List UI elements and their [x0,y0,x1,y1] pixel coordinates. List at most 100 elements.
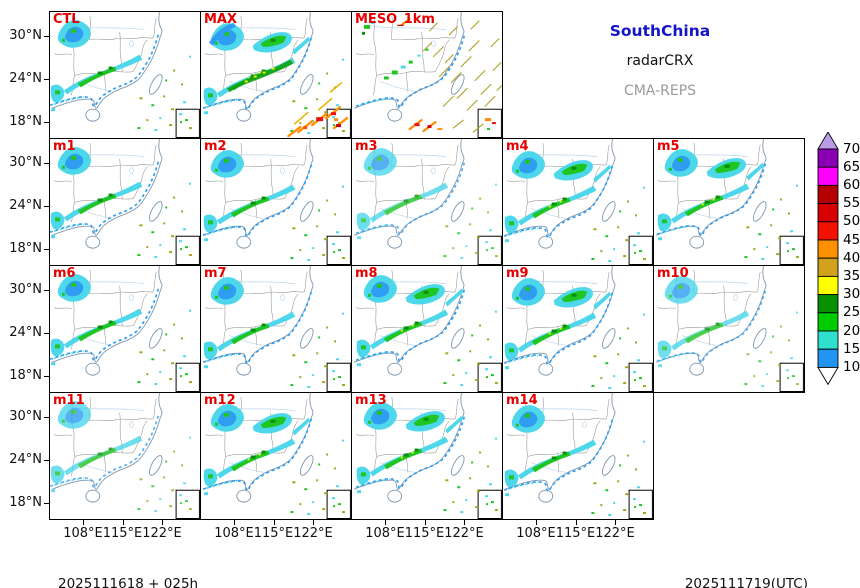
x-tick-mark [536,520,538,525]
panel-inset-box [175,362,200,392]
panel-inset-box [175,235,200,265]
panel-map-canvas [202,266,351,392]
y-tick-mark [44,79,49,81]
y-tick-mark [44,460,49,462]
colorbar-scale [817,132,839,386]
x-tick-label: 115°E [253,526,294,541]
map-panel-m8: m8 [351,265,503,393]
region-label: SouthChina [609,22,711,40]
init-time-line-1: 2025111618 + 025h [58,576,199,588]
y-tick-mark [44,122,49,124]
x-tick-label: 108°E [63,526,103,541]
map-panel-m7: m7 [200,265,352,393]
x-tick-mark [122,520,124,525]
x-tick-mark [162,520,164,525]
panel-inset-box [477,235,502,265]
colorbar-tick-label: 15 [843,340,860,357]
panel-label: m3 [355,139,378,154]
radar-echoes [356,402,498,513]
panel-inset-box [175,108,200,138]
colorbar-cell [817,275,839,296]
init-time-block: 2025111618 + 025h 2025111702 + 025h [58,546,198,588]
y-tick-mark [44,376,49,378]
colorbar-cell [817,257,839,277]
panel-label: m1 [53,139,76,154]
panel-map-canvas [655,266,804,392]
colorbar-tick-label: 35 [843,267,860,284]
map-panel-meso_1km: MESO_1km [351,11,503,139]
panel-map-canvas [201,12,351,138]
x-tick-label: 115°E [404,526,445,541]
y-tick-label: 30°N [9,282,42,297]
x-tick-label: 122°E [293,526,333,541]
panel-label: m8 [355,266,378,281]
colorbar-tick-label: 20 [843,322,860,339]
panel-label: m11 [53,393,85,408]
colorbar-cell [817,330,839,350]
colorbar-tick-label: 40 [843,249,860,266]
x-tick-label: 115°E [555,526,596,541]
panel-map-canvas [353,12,502,138]
map-panel-m1: m1 [49,138,201,266]
x-tick-label: 115°E [102,526,143,541]
radar-echoes [504,278,646,389]
radar-echoes [203,277,345,388]
x-tick-mark [273,520,275,525]
colorbar-cell [817,294,839,314]
panel-label: m7 [204,266,227,281]
y-tick-mark [44,249,49,251]
x-tick-mark [615,520,617,525]
colorbar-tick-label: 60 [843,176,860,193]
colorbar-cell [817,166,839,186]
panel-map-canvas [50,12,200,138]
panel-map-canvas [655,139,804,265]
radar-echoes [50,401,192,512]
panel-label: m2 [204,139,227,154]
y-tick-label: 24°N [9,198,42,213]
panel-inset-box [779,235,804,265]
colorbar-cell [817,312,839,332]
panel-label: MAX [204,12,238,27]
y-tick-label: 30°N [9,409,42,424]
x-tick-mark [424,520,426,525]
colorbar-cell [817,148,839,168]
panel-label: m5 [657,139,680,154]
panel-map-canvas [503,393,653,519]
y-tick-label: 24°N [9,452,42,467]
panel-map-canvas [503,139,653,265]
panel-map-canvas [503,266,653,392]
model-label: CMA-REPS [623,83,697,99]
colorbar-cell [817,184,839,205]
panel-label: m6 [53,266,76,281]
map-panel-m2: m2 [200,138,352,266]
panel-inset-box [477,108,502,138]
colorbar-cell [817,221,839,241]
radar-echoes [50,274,192,385]
colorbar-tick-label: 55 [843,195,860,212]
y-tick-label: 18°N [9,241,42,256]
valid-time-block: 2025111719(UTC) 2025111803(CST) [600,546,808,588]
colorbar-tick-label: 50 [843,213,860,230]
panel-label: m4 [506,139,529,154]
x-tick-label: 122°E [142,526,182,541]
panel-label: m13 [355,393,387,408]
colorbar-tick-label: 10 [843,358,860,375]
radar-echoes [504,405,646,516]
map-panel-max: MAX [200,11,352,139]
panel-map-canvas [50,393,200,519]
colorbar-tick-label: 30 [843,286,860,303]
panel-map-canvas [202,393,351,519]
y-tick-label: 18°N [9,368,42,383]
y-tick-mark [44,36,49,38]
panel-label: m14 [506,393,538,408]
y-tick-label: 18°N [9,114,42,129]
x-tick-label: 108°E [214,526,254,541]
map-panel-m4: m4 [502,138,654,266]
y-tick-label: 30°N [9,155,42,170]
map-panel-m11: m11 [49,392,201,520]
panel-label: m10 [657,266,689,281]
colorbar-over-arrow [817,132,839,150]
panel-label: MESO_1km [355,12,435,27]
panel-inset-box [779,362,804,392]
